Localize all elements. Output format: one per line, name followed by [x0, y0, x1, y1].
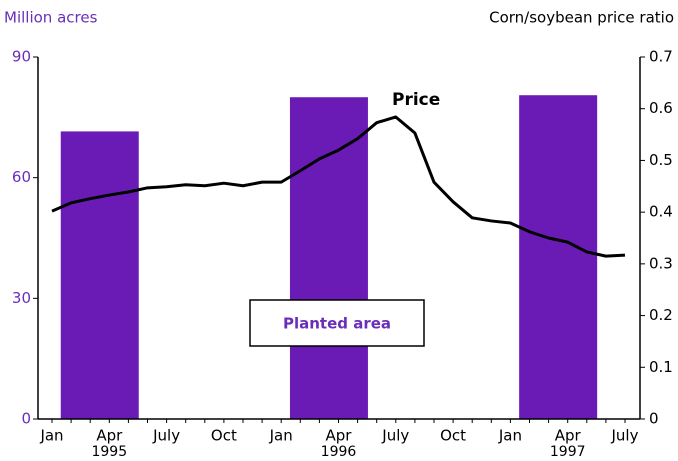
y2-tick-label: 0.2: [649, 306, 673, 324]
x-tick-label: Oct: [440, 427, 466, 445]
y2-tick-label: 0.6: [649, 99, 673, 117]
x-year-label: 1997: [550, 444, 586, 460]
y2-axis-label: Corn/soybean price ratio: [489, 9, 674, 27]
y-axis-label: Million acres: [4, 9, 98, 27]
x-tick-label: July: [611, 427, 639, 445]
y2-tick-label: 0.1: [649, 358, 673, 376]
y2-tick-label: 0.3: [649, 254, 673, 272]
x-tick-label: Jan: [269, 427, 293, 445]
x-tick-label: Jan: [39, 427, 63, 445]
x-tick-label: July: [381, 427, 409, 445]
legend-box: [249, 299, 425, 347]
x-tick-label: Apr: [326, 427, 353, 445]
x-tick-label: Apr: [96, 427, 123, 445]
x-tick-label: Oct: [211, 427, 237, 445]
y2-tick-label: 0.7: [649, 48, 673, 66]
y-tick-label: 30: [12, 289, 31, 307]
x-tick-label: July: [152, 427, 180, 445]
bar: [289, 97, 368, 419]
x-tick-label: Apr: [555, 427, 582, 445]
y2-tick-label: 0: [649, 410, 659, 428]
y2-tick-label: 0.4: [649, 203, 673, 221]
y-tick-label: 60: [12, 168, 31, 186]
x-tick-label: Jan: [498, 427, 522, 445]
y2-tick-label: 0.5: [649, 151, 673, 169]
x-year-label: 1995: [91, 444, 127, 460]
legend-label: Planted area: [283, 315, 391, 333]
y-tick-label: 90: [12, 48, 31, 66]
y-tick-label: 0: [21, 410, 31, 428]
bar: [60, 131, 139, 419]
x-year-label: 1996: [321, 444, 357, 460]
bar: [519, 95, 598, 419]
price-line: [51, 115, 626, 258]
line-label: Price: [392, 90, 440, 110]
